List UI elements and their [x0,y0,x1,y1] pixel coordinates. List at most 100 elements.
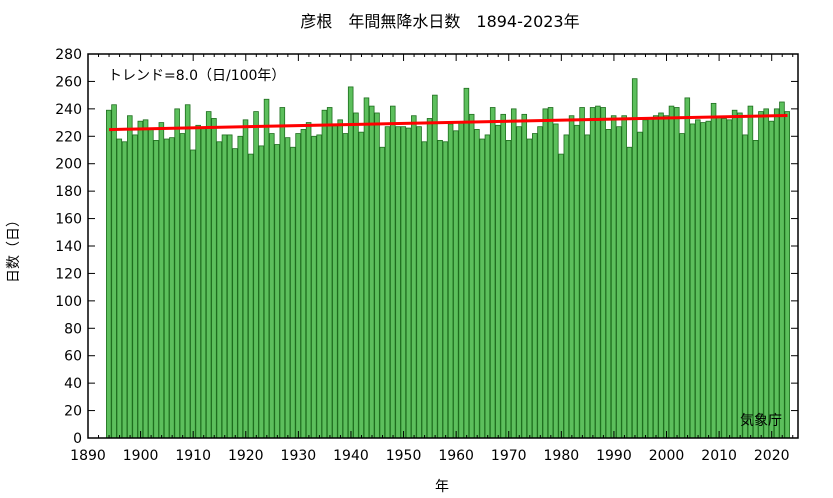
bar-1910 [190,149,196,439]
bar-2014 [737,112,743,439]
y-tick-label: 180 [55,184,82,200]
bar-2006 [695,119,701,439]
bar-1908 [179,133,186,439]
y-tick-label: 220 [55,129,82,145]
bar-1955 [426,118,433,439]
x-tick-label: 2010 [701,448,737,464]
bar-1966 [484,134,491,439]
bar-2004 [684,97,691,439]
bar-1995 [637,131,643,439]
bar-1987 [595,105,601,439]
bar-1949 [395,126,401,439]
bars-layer [106,78,790,439]
bar-2017 [752,139,759,439]
y-tick-label: 120 [55,266,82,282]
bar-1932 [305,122,312,439]
bar-1939 [342,133,349,439]
x-tick-label: 1930 [281,448,317,464]
x-tick-label: 1990 [596,448,632,464]
bar-1952 [411,115,417,439]
bar-1961 [458,122,464,439]
x-tick-label: 1970 [491,448,527,464]
bar-1914 [211,118,217,439]
bar-1986 [589,107,596,439]
bar-2003 [679,133,685,439]
bar-1984 [579,107,585,439]
bar-1993 [626,146,633,439]
bar-1989 [605,129,612,439]
bar-1946 [379,146,386,439]
bar-1988 [600,107,606,439]
bar-1900 [137,120,144,439]
bar-1983 [574,124,580,439]
y-tick-label: 40 [64,376,82,392]
bar-1954 [421,141,428,439]
bar-2002 [674,107,680,439]
bar-2020 [768,120,775,439]
bar-2005 [689,123,696,439]
bar-1991 [616,126,622,439]
bar-1997 [647,118,654,439]
bar-1933 [311,135,317,439]
y-tick-label: 140 [55,239,82,255]
bar-1977 [542,108,549,439]
bar-2011 [721,118,727,439]
bar-1899 [132,134,138,439]
bar-1969 [500,113,506,439]
bar-1909 [184,104,191,439]
bar-1948 [390,105,396,439]
bar-1951 [405,127,412,439]
bar-1904 [158,122,165,439]
chart-title: 彦根 年間無降水日数 1894-2023年 [300,12,579,31]
x-tick-label: 1980 [544,448,580,464]
bar-1915 [216,141,222,439]
bar-1936 [326,107,333,439]
bar-2008 [705,120,712,439]
y-tick-label: 0 [73,431,82,447]
bar-1953 [416,126,422,439]
bar-2010 [716,116,722,439]
bar-1973 [521,113,528,439]
bar-1962 [463,87,470,439]
bar-1959 [447,123,454,439]
bar-1912 [200,127,207,439]
bar-2018 [758,111,764,439]
y-tick-label: 60 [64,349,82,365]
trend-line [109,113,788,132]
bar-1975 [532,133,538,439]
bar-1928 [284,137,291,439]
bar-1963 [468,113,475,439]
bar-1935 [321,109,328,439]
bar-2009 [710,102,717,439]
bar-1903 [153,139,159,439]
bar-1925 [269,133,275,439]
bar-1957 [437,139,443,439]
bar-1931 [300,129,307,439]
x-tick-label: 1940 [333,448,369,464]
x-tick-label: 1950 [386,448,422,464]
bar-1979 [553,123,559,439]
bar-1950 [400,126,407,439]
bar-1956 [432,94,438,439]
x-tick-label: 2000 [649,448,685,464]
bar-1968 [495,124,501,439]
bar-1937 [332,124,338,439]
bar-1945 [374,112,380,439]
bar-1921 [248,153,254,439]
y-tick-label: 280 [55,47,82,63]
bar-1897 [121,141,128,439]
bar-1990 [610,115,617,439]
y-axis: 0 20 40 60 80 100 120 140 160 180 200 220 240 260 280 [55,47,798,447]
bar-1929 [290,146,296,439]
y-tick-label: 100 [55,294,82,310]
bar-1922 [253,111,259,439]
y-tick-label: 160 [55,212,82,228]
bar-1905 [163,138,170,439]
x-axis-label: 年 [435,479,449,495]
bar-1971 [510,108,517,439]
bar-1974 [526,138,533,439]
y-axis-label: 日数（日） [6,213,22,283]
bar-1994 [631,78,638,439]
bar-1898 [127,115,133,439]
